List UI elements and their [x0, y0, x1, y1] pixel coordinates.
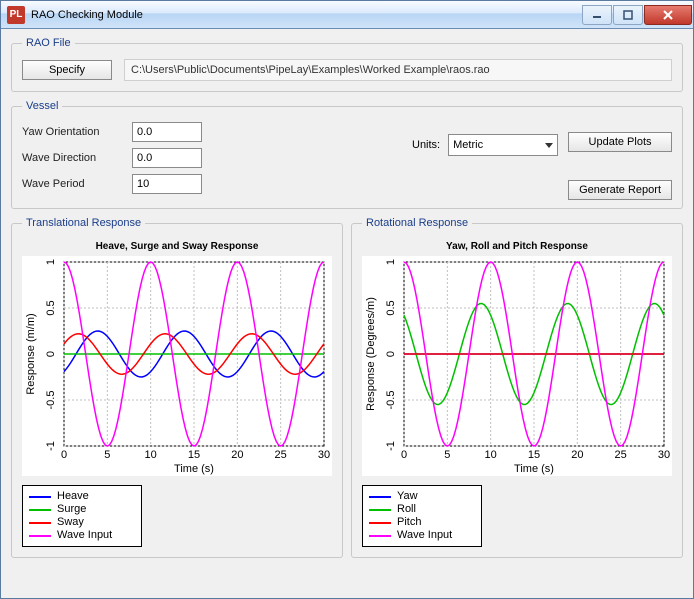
svg-text:0.5: 0.5	[385, 300, 397, 315]
yaw-input[interactable]	[132, 122, 202, 142]
svg-text:30: 30	[318, 449, 330, 461]
svg-text:20: 20	[571, 449, 583, 461]
svg-text:20: 20	[231, 449, 243, 461]
maximize-button[interactable]	[613, 5, 643, 25]
wave-dir-label: Wave Direction	[22, 152, 132, 164]
app-icon: PL	[7, 6, 25, 24]
svg-text:30: 30	[658, 449, 670, 461]
yaw-label: Yaw Orientation	[22, 126, 132, 138]
rotational-group: Rotational Response Yaw, Roll and Pitch …	[351, 217, 683, 558]
rao-file-path: C:\Users\Public\Documents\PipeLay\Exampl…	[124, 59, 672, 81]
update-plots-button[interactable]: Update Plots	[568, 132, 672, 152]
units-value: Metric	[453, 139, 483, 151]
svg-text:-0.5: -0.5	[385, 391, 397, 410]
svg-text:0: 0	[61, 449, 67, 461]
client-area: RAO File Specify C:\Users\Public\Documen…	[1, 29, 693, 576]
svg-text:0: 0	[385, 351, 397, 357]
translational-chart: 0 5 10 15 20 25 30 -1 -0.5 0 0.5 1 Time (s) Response …	[22, 256, 332, 476]
rao-file-group: RAO File Specify C:\Users\Public\Documen…	[11, 37, 683, 92]
chevron-down-icon	[545, 143, 553, 148]
rotational-chart: 0 5 10 15 20 25 30 -1 -0.5 0 0.5 1 Time (s) Response …	[362, 256, 672, 476]
translational-chart-title: Heave, Surge and Sway Response	[22, 241, 332, 252]
units-select[interactable]: Metric	[448, 134, 558, 156]
svg-text:5: 5	[444, 449, 450, 461]
translational-legend: Translational Response	[22, 217, 145, 229]
svg-text:Response (Degrees/m): Response (Degrees/m)	[365, 297, 377, 411]
svg-text:25: 25	[615, 449, 627, 461]
titlebar[interactable]: PL RAO Checking Module	[1, 1, 693, 29]
generate-report-button[interactable]: Generate Report	[568, 180, 672, 200]
vessel-group: Vessel Yaw Orientation Wave Direction Wa…	[11, 100, 683, 209]
wave-dir-input[interactable]	[132, 148, 202, 168]
svg-text:1: 1	[385, 259, 397, 265]
svg-text:0.5: 0.5	[45, 300, 57, 315]
close-button[interactable]	[644, 5, 692, 25]
svg-text:25: 25	[275, 449, 287, 461]
svg-text:-1: -1	[45, 441, 57, 451]
wave-period-input[interactable]	[132, 174, 202, 194]
wave-period-label: Wave Period	[22, 178, 132, 190]
svg-text:Response (m/m): Response (m/m)	[25, 313, 37, 394]
rao-file-legend: RAO File	[22, 37, 75, 49]
svg-text:-0.5: -0.5	[45, 391, 57, 410]
svg-text:5: 5	[104, 449, 110, 461]
svg-text:15: 15	[188, 449, 200, 461]
specify-button[interactable]: Specify	[22, 60, 112, 80]
vessel-legend: Vessel	[22, 100, 62, 112]
rotational-chart-legend: YawRollPitchWave Input	[362, 485, 482, 547]
svg-text:10: 10	[485, 449, 497, 461]
minimize-button[interactable]	[582, 5, 612, 25]
svg-text:0: 0	[401, 449, 407, 461]
svg-text:Time (s): Time (s)	[514, 463, 554, 475]
svg-text:0: 0	[45, 351, 57, 357]
svg-text:15: 15	[528, 449, 540, 461]
rotational-chart-title: Yaw, Roll and Pitch Response	[362, 241, 672, 252]
translational-group: Translational Response Heave, Surge and …	[11, 217, 343, 558]
svg-text:10: 10	[145, 449, 157, 461]
units-label: Units:	[412, 139, 440, 151]
svg-text:Time (s): Time (s)	[174, 463, 214, 475]
translational-chart-legend: HeaveSurgeSwayWave Input	[22, 485, 142, 547]
svg-text:1: 1	[45, 259, 57, 265]
window-title: RAO Checking Module	[31, 9, 143, 21]
rotational-legend: Rotational Response	[362, 217, 472, 229]
window: PL RAO Checking Module RAO File Specify …	[0, 0, 694, 599]
svg-text:-1: -1	[385, 441, 397, 451]
